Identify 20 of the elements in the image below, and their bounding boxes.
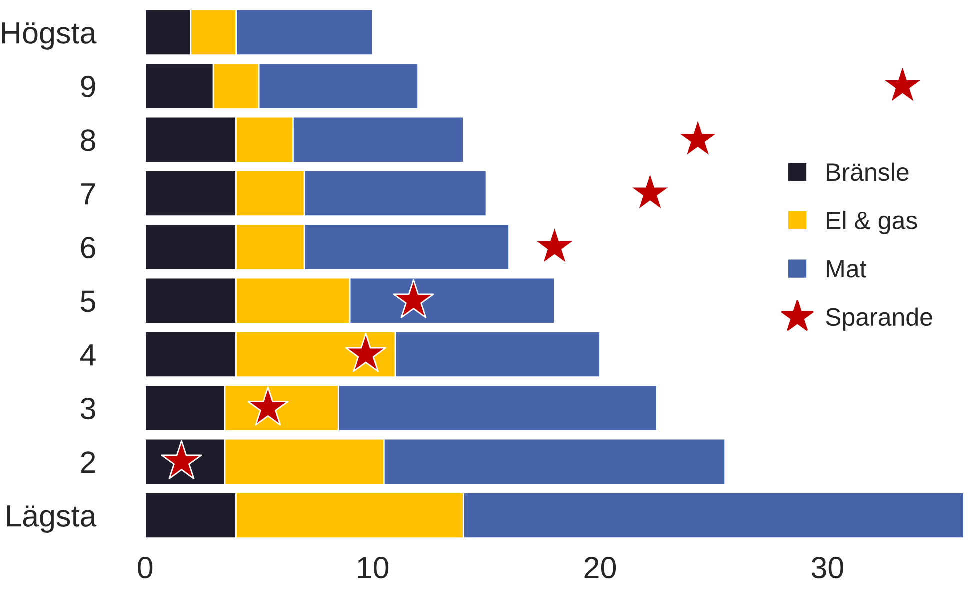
legend-label: Sparande: [826, 308, 932, 332]
y-tick-label: 3: [80, 398, 96, 420]
y-tick-label: 8: [81, 130, 96, 152]
x-tick-label: 10: [358, 557, 389, 579]
x-tick-label: 0: [138, 557, 153, 579]
y-tick-label: 7: [81, 184, 96, 205]
y-tick-label: 5: [80, 290, 96, 312]
legend-label: El & gas: [827, 211, 918, 234]
y-tick-label: 6: [81, 236, 96, 259]
legend-label: Bränsle: [827, 162, 909, 182]
point: [345, 333, 386, 372]
y-tick-label: 2: [81, 452, 96, 473]
legend-label: Mat: [827, 260, 867, 278]
y-tick-label: Lägsta: [8, 506, 97, 533]
y-tick-label: 9: [81, 76, 96, 98]
y-tick-label: Högsta: [2, 22, 97, 50]
x-tick-label: 30: [812, 557, 844, 579]
point: [393, 279, 434, 318]
x-tick-label: 20: [584, 557, 616, 579]
y-tick-label: 4: [80, 344, 96, 366]
